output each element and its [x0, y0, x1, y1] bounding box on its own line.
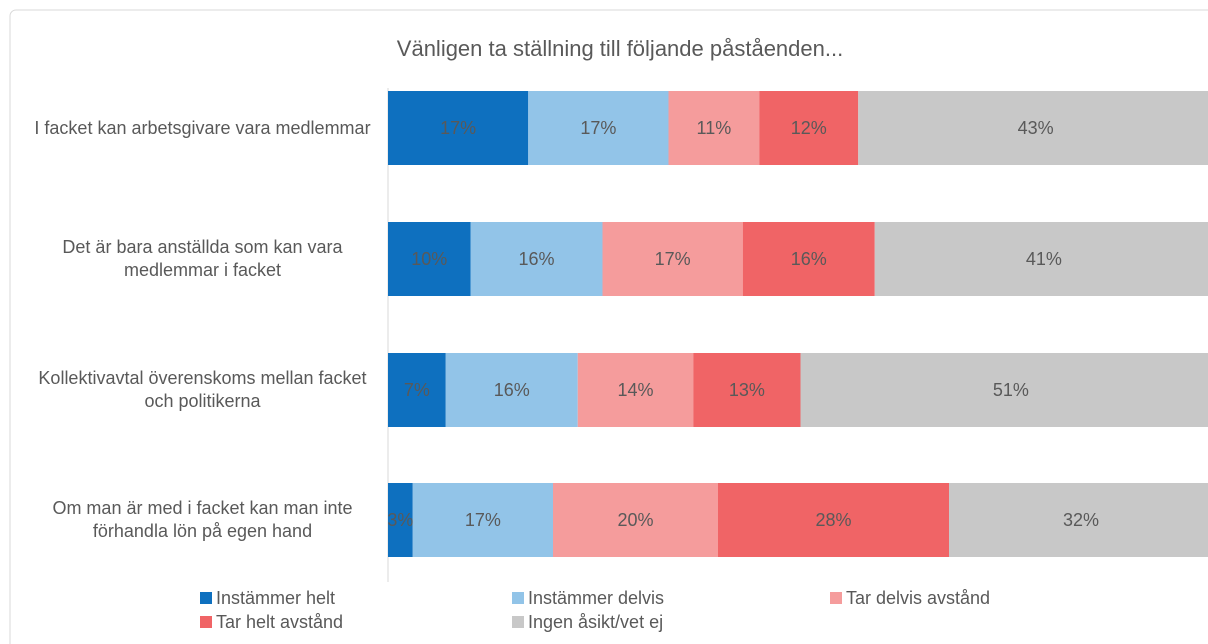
bar-segment [742, 222, 875, 296]
bar-segment [388, 222, 471, 296]
category-label: Det är bara anställda som kan vara medle… [62, 237, 343, 280]
bar-segment [602, 222, 743, 296]
legend-swatch [200, 616, 212, 628]
data-label: 16% [791, 249, 827, 269]
category-label: I facket kan arbetsgivare vara medlemmar [34, 117, 371, 138]
data-label: 17% [655, 249, 691, 269]
legend-label: Tar helt avstånd [216, 612, 343, 632]
legend-swatch [512, 592, 524, 604]
category-label: Kollektivavtal överenskoms mellan facket… [38, 368, 367, 411]
bar-segment [759, 91, 859, 165]
data-label: 17% [580, 118, 616, 138]
data-label: 51% [993, 380, 1029, 400]
legend-label: Instämmer helt [216, 588, 335, 608]
legend-label: Instämmer delvis [528, 588, 664, 608]
data-label: 20% [617, 510, 653, 530]
data-label: 32% [1063, 510, 1099, 530]
bar-segment [577, 353, 694, 427]
bar-segment [388, 91, 529, 165]
bar-segment [949, 483, 1208, 557]
data-label: 28% [815, 510, 851, 530]
bar-segment [874, 222, 1208, 296]
bar-segment [445, 353, 578, 427]
bar-segment [412, 483, 553, 557]
data-label: 16% [494, 380, 530, 400]
data-label: 13% [729, 380, 765, 400]
data-label: 43% [1018, 118, 1054, 138]
bar-segment [528, 91, 669, 165]
data-label: 12% [791, 118, 827, 138]
chart-title: Vänligen ta ställning till följande påst… [397, 36, 843, 61]
bar-segment [858, 91, 1208, 165]
data-label: 16% [518, 249, 554, 269]
data-label: 10% [411, 249, 447, 269]
category-label: Om man är med i facket kan man inte förh… [52, 498, 353, 541]
legend-swatch [200, 592, 212, 604]
data-label: 3% [387, 510, 413, 530]
data-label: 14% [617, 380, 653, 400]
legend-label: Ingen åsikt/vet ej [528, 612, 663, 632]
bar-segment [718, 483, 949, 557]
bar-segment [668, 91, 760, 165]
chart-border [9, 9, 1208, 644]
bar-segment [553, 483, 718, 557]
data-label: 17% [465, 510, 501, 530]
data-label: 7% [404, 380, 430, 400]
bar-segment [693, 353, 801, 427]
data-label: 11% [697, 118, 732, 138]
bar-segment [388, 483, 413, 557]
data-label: 17% [440, 118, 476, 138]
data-label: 41% [1026, 249, 1062, 269]
legend-swatch [830, 592, 842, 604]
bar-segment [388, 353, 446, 427]
bar-segment [470, 222, 603, 296]
legend-label: Tar delvis avstånd [846, 588, 990, 608]
legend-swatch [512, 616, 524, 628]
bar-segment [800, 353, 1208, 427]
